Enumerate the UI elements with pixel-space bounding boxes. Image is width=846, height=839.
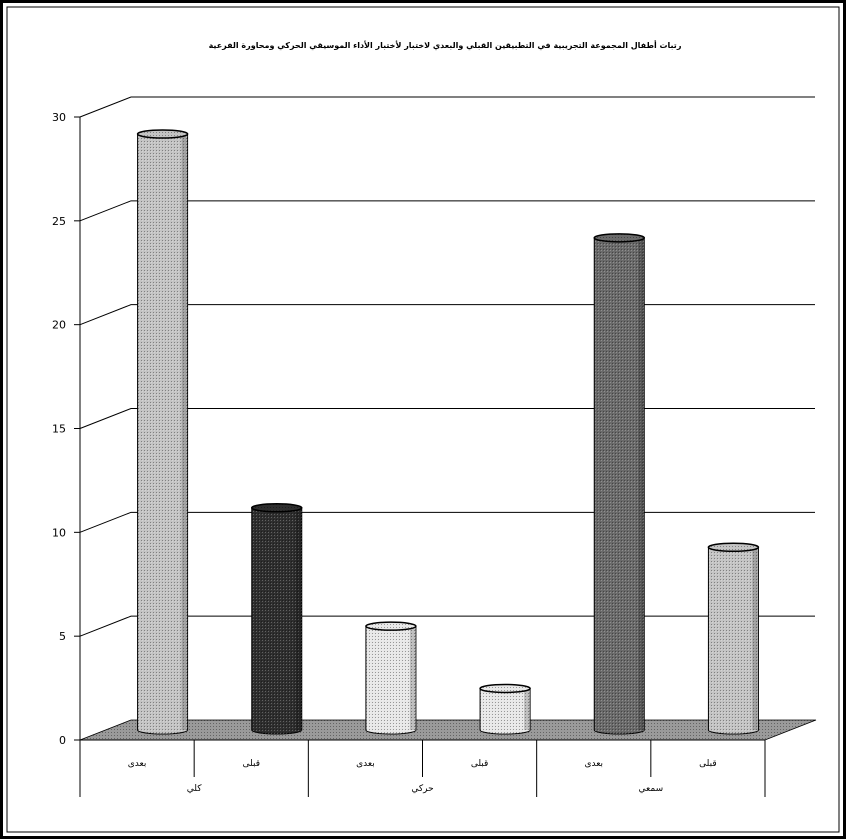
category-label: بعدى (128, 759, 147, 769)
gridline (79, 615, 815, 637)
y-tick-label: 0 (59, 734, 66, 747)
gridline (79, 304, 815, 326)
category-label: قبلى (243, 759, 261, 769)
y-tick-label: 30 (52, 111, 66, 124)
category-label: بعدى (584, 759, 603, 769)
group-label: سمعي (639, 784, 664, 794)
y-tick-label: 15 (52, 423, 66, 436)
bar (593, 233, 645, 735)
category-label: قبلى (699, 759, 717, 769)
bar (136, 129, 189, 735)
gridline (79, 408, 815, 429)
chart-title: رتبات أطفال المجموعة التجريبية في التطبي… (209, 40, 682, 50)
gridlines (79, 96, 815, 637)
bars (136, 129, 760, 735)
bar (365, 621, 417, 735)
group-label: حركي (411, 784, 433, 794)
category-labels: بعدى قبلى بعدى قبلى بعدى قبلى كلي حركي سمعي (79, 739, 766, 797)
y-tick-label: 20 (52, 319, 66, 332)
category-label: بعدى (356, 759, 375, 769)
gridline (79, 511, 815, 533)
category-label: قبلى (471, 759, 489, 769)
gridline (79, 96, 815, 118)
chart-floor (79, 719, 817, 741)
group-label: كلي (187, 784, 202, 794)
chart-floor-texture (80, 720, 816, 740)
inner-border (6, 6, 840, 833)
bar (707, 542, 760, 735)
y-tick-label: 25 (52, 215, 66, 228)
bar (251, 503, 303, 735)
y-tick-label: 10 (52, 526, 66, 539)
gridline (79, 200, 815, 222)
bar (479, 683, 531, 735)
y-tick-label: 5 (59, 630, 66, 643)
axes: 0 5 10 15 20 25 30 (52, 111, 81, 747)
